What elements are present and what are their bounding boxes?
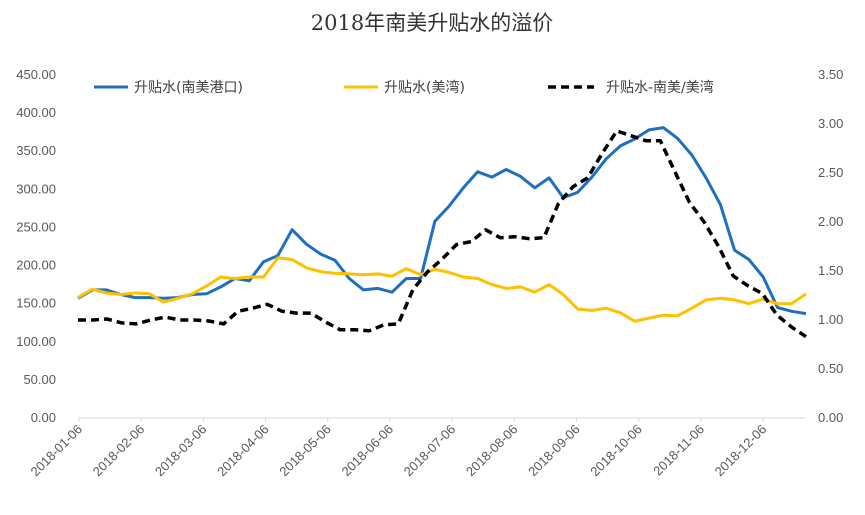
legend-item-series-1: 升贴水(南美港口) <box>94 80 243 96</box>
y-left-tick-label: 200.00 <box>16 258 56 273</box>
x-tick-label: 2018-01-06 <box>27 422 85 480</box>
y-right-tick-label: 3.00 <box>818 116 843 131</box>
x-tick-label: 2018-02-06 <box>90 422 148 480</box>
y-left-tick-label: 250.00 <box>16 219 56 234</box>
series-lines <box>77 126 807 339</box>
series-line-3 <box>78 129 807 339</box>
y-left-tick-label: 400.00 <box>16 105 56 120</box>
y-left-tick-label: 450.00 <box>16 67 56 82</box>
x-tick-label: 2018-11-06 <box>650 422 707 479</box>
x-tick-label: 2018-10-06 <box>587 422 645 480</box>
y-right-tick-label: 1.50 <box>818 263 843 278</box>
y-left-tick-label: 50.00 <box>23 372 56 387</box>
x-tick-label: 2018-04-06 <box>214 422 272 480</box>
series-line-1 <box>77 126 807 316</box>
x-tick-label: 2018-06-06 <box>338 422 396 480</box>
y-left-tick-label: 100.00 <box>16 334 56 349</box>
series-line-2 <box>77 256 807 323</box>
y-right-tick-label: 1.00 <box>818 312 843 327</box>
legend-label-series-2: 升贴水(美湾) <box>384 79 465 96</box>
x-tick-label: 2018-07-06 <box>401 422 459 480</box>
y-right-tick-label: 0.50 <box>818 361 843 376</box>
y-left-tick-label: 150.00 <box>16 296 56 311</box>
y-left-tick-label: 350.00 <box>16 143 56 158</box>
y-right-tick-label: 2.00 <box>818 214 843 229</box>
legend-label-series-3: 升贴水-南美/美湾 <box>606 79 714 96</box>
axes: 0.00 50.00 100.00 150.00 200.00 250.00 300.00 3… <box>16 67 843 479</box>
chart-title: 2018年南美升贴水的溢价 <box>311 11 553 35</box>
x-tick-label: 2018-03-06 <box>152 422 210 480</box>
x-tick-label: 2018-09-06 <box>525 422 583 480</box>
legend-item-series-3: 升贴水-南美/美湾 <box>548 79 714 96</box>
y-right-tick-label: 3.50 <box>818 67 843 82</box>
x-tick-label: 2018-05-06 <box>276 422 334 480</box>
x-tick-label: 2018-08-06 <box>463 422 521 480</box>
legend-item-series-2: 升贴水(美湾) <box>344 79 465 96</box>
y-left-tick-label: 0.00 <box>31 410 56 425</box>
y-left-tick-label: 300.00 <box>16 181 56 196</box>
y-right-tick-label: 2.50 <box>818 165 843 180</box>
legend-label-series-1: 升贴水(南美港口) <box>134 80 243 96</box>
y-right-tick-label: 0.00 <box>818 410 843 425</box>
x-tick-label: 2018-12-06 <box>712 422 770 480</box>
legend: 升贴水(南美港口) 升贴水(美湾) 升贴水-南美/美湾 <box>94 79 714 96</box>
